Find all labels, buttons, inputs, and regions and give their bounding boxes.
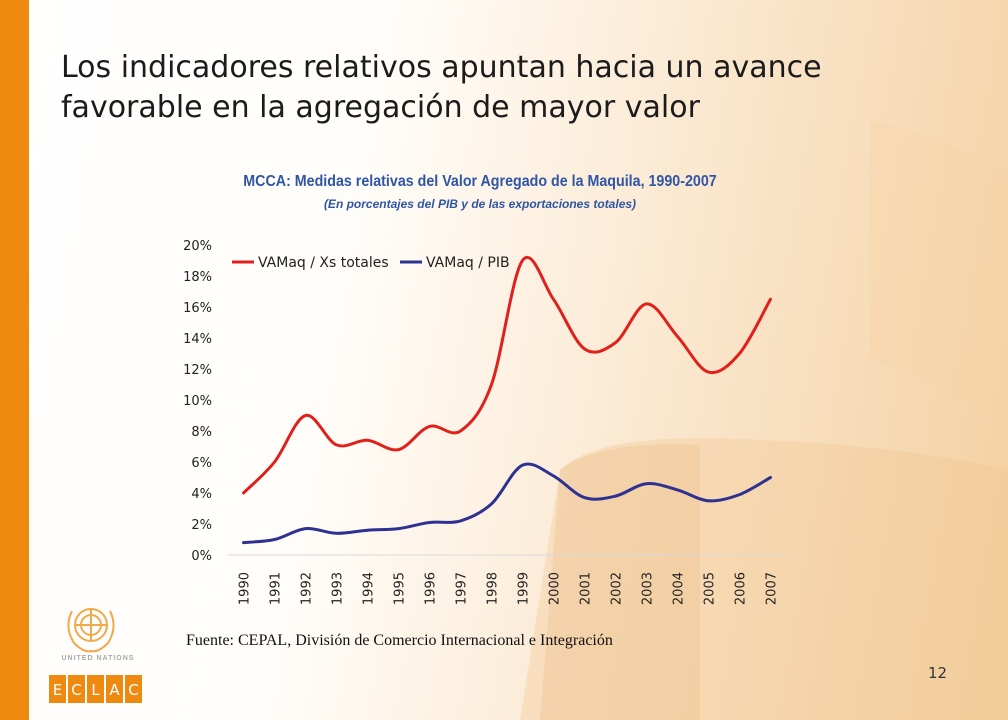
un-emblem-logo [67,608,115,653]
y-tick-label: 10% [183,394,212,409]
y-tick-label: 8% [191,425,212,440]
y-tick-label: 12% [183,363,212,378]
y-tick-label: 6% [191,456,212,471]
page-number: 12 [928,664,948,682]
x-tick-label: 1992 [300,572,315,605]
x-tick-label: 2007 [765,572,780,605]
eclac-letter: C [128,681,138,699]
eclac-box [87,675,104,703]
eclac-box [49,675,66,703]
x-tick-label: 1990 [238,572,253,605]
x-tick-label: 2003 [641,572,656,605]
x-tick-label: 2001 [579,572,594,605]
y-tick-label: 16% [183,301,212,316]
eclac-letter: E [53,681,62,699]
eclac-box [106,675,123,703]
x-tick-label: 1999 [517,572,532,605]
x-tick-label: 1997 [455,572,470,605]
slide-title: Los indicadores relativos apuntan hacia … [61,48,961,128]
y-tick-label: 2% [191,518,212,533]
x-tick-label: 2000 [548,572,563,605]
legend-label: VAMaq / PIB [426,255,510,271]
legend-label: VAMaq / Xs totales [258,255,389,271]
x-tick-label: 1996 [424,572,439,605]
series-line-pib [242,462,772,545]
y-tick-label: 20% [183,239,212,254]
y-tick-label: 18% [183,270,212,285]
eclac-box [125,675,142,703]
eclac-letter: L [91,681,100,699]
y-tick-label: 0% [191,549,212,564]
un-logo-text: UNITED NATIONS [61,655,135,662]
accent-bar [0,0,29,720]
slide-title-line2: favorable en la agregación de mayor valo… [61,90,700,125]
y-tick-label: 14% [183,332,212,347]
chart-title: MCCA: Medidas relativas del Valor Agrega… [243,173,717,190]
x-tick-label: 2005 [703,572,718,605]
eclac-box [68,675,85,703]
x-tick-label: 1995 [393,572,408,605]
x-tick-label: 1998 [486,572,501,605]
series-line-xs-totales [242,256,772,495]
source-note: Fuente: CEPAL, División de Comercio Inte… [186,632,613,649]
slide-title-line1: Los indicadores relativos apuntan hacia … [61,50,822,85]
eclac-letter: A [109,681,120,699]
x-tick-label: 2002 [610,572,625,605]
chart-subtitle: (En porcentajes del PIB y de las exporta… [323,197,637,211]
x-tick-label: 2004 [672,572,687,605]
y-tick-label: 4% [191,487,212,502]
x-tick-label: 1994 [362,572,377,605]
x-tick-label: 1991 [269,572,284,605]
x-tick-label: 2006 [734,572,749,605]
x-tick-label: 1993 [331,572,346,605]
eclac-letter: C [71,681,81,699]
